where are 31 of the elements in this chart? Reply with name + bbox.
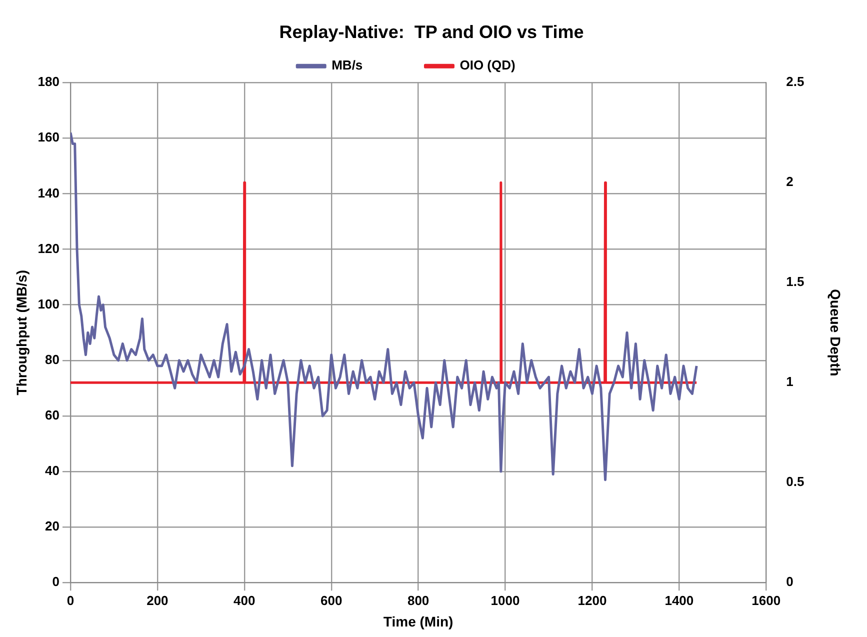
y-tick-label: 80 [45,352,60,367]
y-tick-label: 100 [38,296,60,312]
x-tick-label: 1400 [664,592,694,608]
y2-tick-label: 1 [786,374,794,390]
x-tick-label: 400 [234,592,256,608]
y-tick-label: 120 [38,240,60,256]
x-tick-label: 1600 [752,592,781,608]
y-tick-label: 20 [45,518,60,534]
x-tick-label: 600 [320,592,342,608]
y2-tick-label: 2 [786,174,794,190]
x-tick-label: 0 [66,592,74,608]
y-axis-title: Throughput (MB/s) [13,270,30,396]
y-tick-label: 40 [45,463,60,478]
y-tick-label: 140 [38,185,60,200]
x-tick-label: 200 [146,592,168,608]
y2-tick-label: 0.5 [786,474,804,490]
x-tick-label: 1200 [578,592,607,608]
y2-tick-label: 2.5 [786,74,804,90]
y-tick-label: 180 [38,74,60,90]
y2-axis-title: Queue Depth [828,289,844,376]
y2-tick-label: 1.5 [786,274,804,290]
x-axis-title: Time (Min) [383,613,454,630]
x-tick-label: 800 [407,592,430,608]
y-tick-label: 160 [38,130,60,145]
chart-title: Replay-Native: TP and OIO vs Time [279,22,584,42]
x-tick-label: 1000 [490,592,520,608]
y-tick-label: 0 [52,574,60,590]
legend-label: OIO (QD) [460,58,566,73]
y-tick-label: 60 [45,408,60,423]
y2-tick-label: 0 [786,574,794,590]
legend-label: MB/s [332,58,414,73]
